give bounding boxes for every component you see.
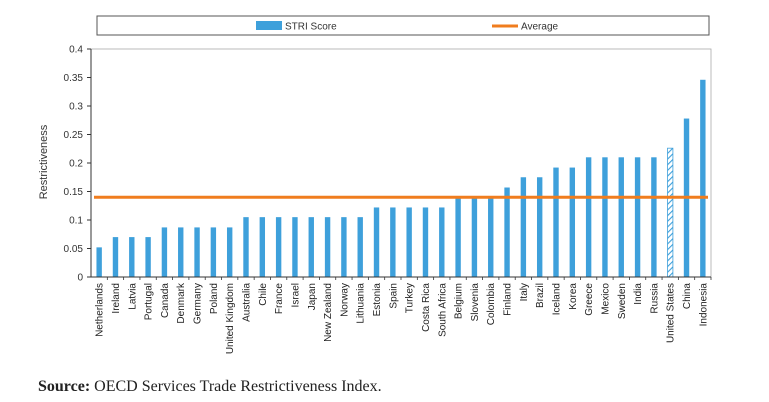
bar-portugal (145, 237, 151, 277)
y-tick-label: 0.1 (69, 216, 83, 227)
bar-new-zealand (324, 217, 331, 277)
bar-costa-rica (422, 207, 429, 277)
x-tick-label: Colombia (486, 283, 497, 326)
x-tick-label: Finland (503, 283, 514, 316)
x-tick-label: Brazil (535, 283, 546, 308)
legend: STRI Score Average (96, 15, 710, 36)
x-axis: Netherlands Ireland Latvia Portugal Canada De… (91, 276, 712, 354)
bar-sweden (618, 157, 624, 277)
bar-turkey (406, 207, 412, 277)
bar-south-africa (439, 207, 445, 277)
x-tick-label: Korea (568, 283, 579, 310)
x-tick-label: Iceland (552, 283, 563, 315)
bar-poland (210, 227, 217, 277)
legend-box (96, 15, 710, 36)
bar-estonia (373, 207, 380, 277)
bar-latvia (129, 237, 135, 277)
x-tick-label: New Zealand (323, 283, 334, 342)
bar-mexico (602, 157, 608, 277)
bar-italy (520, 177, 527, 277)
bar-belgium (455, 197, 461, 277)
y-tick-label: 0.2 (69, 159, 83, 170)
bar-series (96, 79, 706, 278)
x-tick-label: Chile (258, 283, 269, 306)
x-tick-label: Norway (339, 283, 350, 317)
bar-france (275, 217, 282, 277)
bar-india (634, 157, 641, 277)
x-tick-label: Greece (584, 283, 595, 316)
y-tick-label: 0.15 (64, 187, 84, 198)
bar-finland (504, 187, 510, 277)
x-tick-label: Ireland (111, 283, 122, 314)
bar-lithuania (357, 217, 363, 277)
bar-netherlands (96, 247, 102, 277)
x-tick-label: Netherlands (95, 283, 106, 337)
bar-ireland (112, 237, 119, 277)
x-tick-label: Italy (519, 283, 530, 301)
bar-russia (651, 157, 657, 277)
bar-korea (569, 167, 576, 277)
x-tick-label: Japan (307, 283, 318, 310)
x-tick-label: Latvia (127, 283, 138, 310)
x-tick-label: Israel (290, 283, 301, 307)
bar-israel (292, 217, 298, 277)
bar-norway (341, 217, 347, 277)
x-tick-label: Turkey (405, 283, 416, 313)
x-tick-label: Indonesia (698, 283, 709, 327)
x-tick-label: United Kingdom (225, 283, 236, 354)
x-tick-label: France (274, 283, 285, 315)
y-axis: 0 0.05 0.1 0.15 0.2 0.25 0.3 0.35 0.4 (64, 45, 92, 284)
x-tick-label: Lithuania (356, 283, 367, 324)
legend-label-stri: STRI Score (285, 22, 337, 33)
bar-greece (585, 157, 592, 277)
bar-germany (194, 227, 200, 277)
x-tick-label: Sweden (617, 283, 628, 319)
source-text: OECD Services Trade Restrictiveness Inde… (90, 378, 382, 395)
bar-slovenia (471, 197, 478, 277)
x-tick-label: Denmark (176, 282, 187, 324)
bar-brazil (536, 177, 543, 277)
bar-indonesia (700, 79, 706, 277)
y-tick-label: 0.05 (64, 244, 84, 255)
x-tick-label: Slovenia (470, 283, 481, 322)
x-tick-label: Germany (193, 283, 204, 324)
x-tick-label: Canada (160, 283, 171, 318)
y-tick-label: 0.35 (64, 73, 84, 84)
bar-iceland (553, 167, 559, 277)
x-tick-label: India (633, 283, 644, 305)
bar-spain (390, 207, 396, 277)
y-axis-label: Restrictiveness (38, 124, 50, 199)
x-tick-label: China (682, 283, 693, 310)
x-tick-label: South Africa (437, 283, 448, 337)
x-tick-label: Estonia (372, 283, 383, 317)
x-tick-label: United States (666, 283, 677, 343)
bar-chile (259, 217, 266, 277)
x-tick-label: Russia (649, 283, 660, 314)
bar-japan (308, 217, 314, 277)
bar-canada (161, 227, 168, 277)
x-tick-label: Belgium (454, 283, 465, 319)
bar-australia (243, 217, 249, 277)
x-tick-label: Spain (388, 283, 399, 309)
legend-swatch-stri (256, 21, 282, 30)
x-tick-label: Poland (209, 283, 220, 314)
y-tick-label: 0.4 (69, 45, 83, 56)
x-tick-label: Costa Rica (421, 283, 432, 332)
plot-area (90, 48, 712, 278)
x-tick-label: Portugal (144, 283, 155, 320)
y-tick-label: 0 (77, 273, 83, 284)
x-tick-label: Mexico (600, 283, 611, 315)
bar-united-kingdom (226, 227, 233, 277)
x-tick-label: Australia (242, 283, 253, 322)
bar-colombia (488, 197, 494, 277)
y-tick-label: 0.25 (64, 130, 84, 141)
source-note: Source: OECD Services Trade Restrictiven… (38, 378, 382, 396)
bar-united-states (667, 147, 674, 278)
legend-label-average: Average (521, 22, 559, 33)
source-label: Source: (38, 378, 91, 395)
y-tick-label: 0.3 (69, 102, 83, 113)
bar-denmark (178, 227, 184, 277)
